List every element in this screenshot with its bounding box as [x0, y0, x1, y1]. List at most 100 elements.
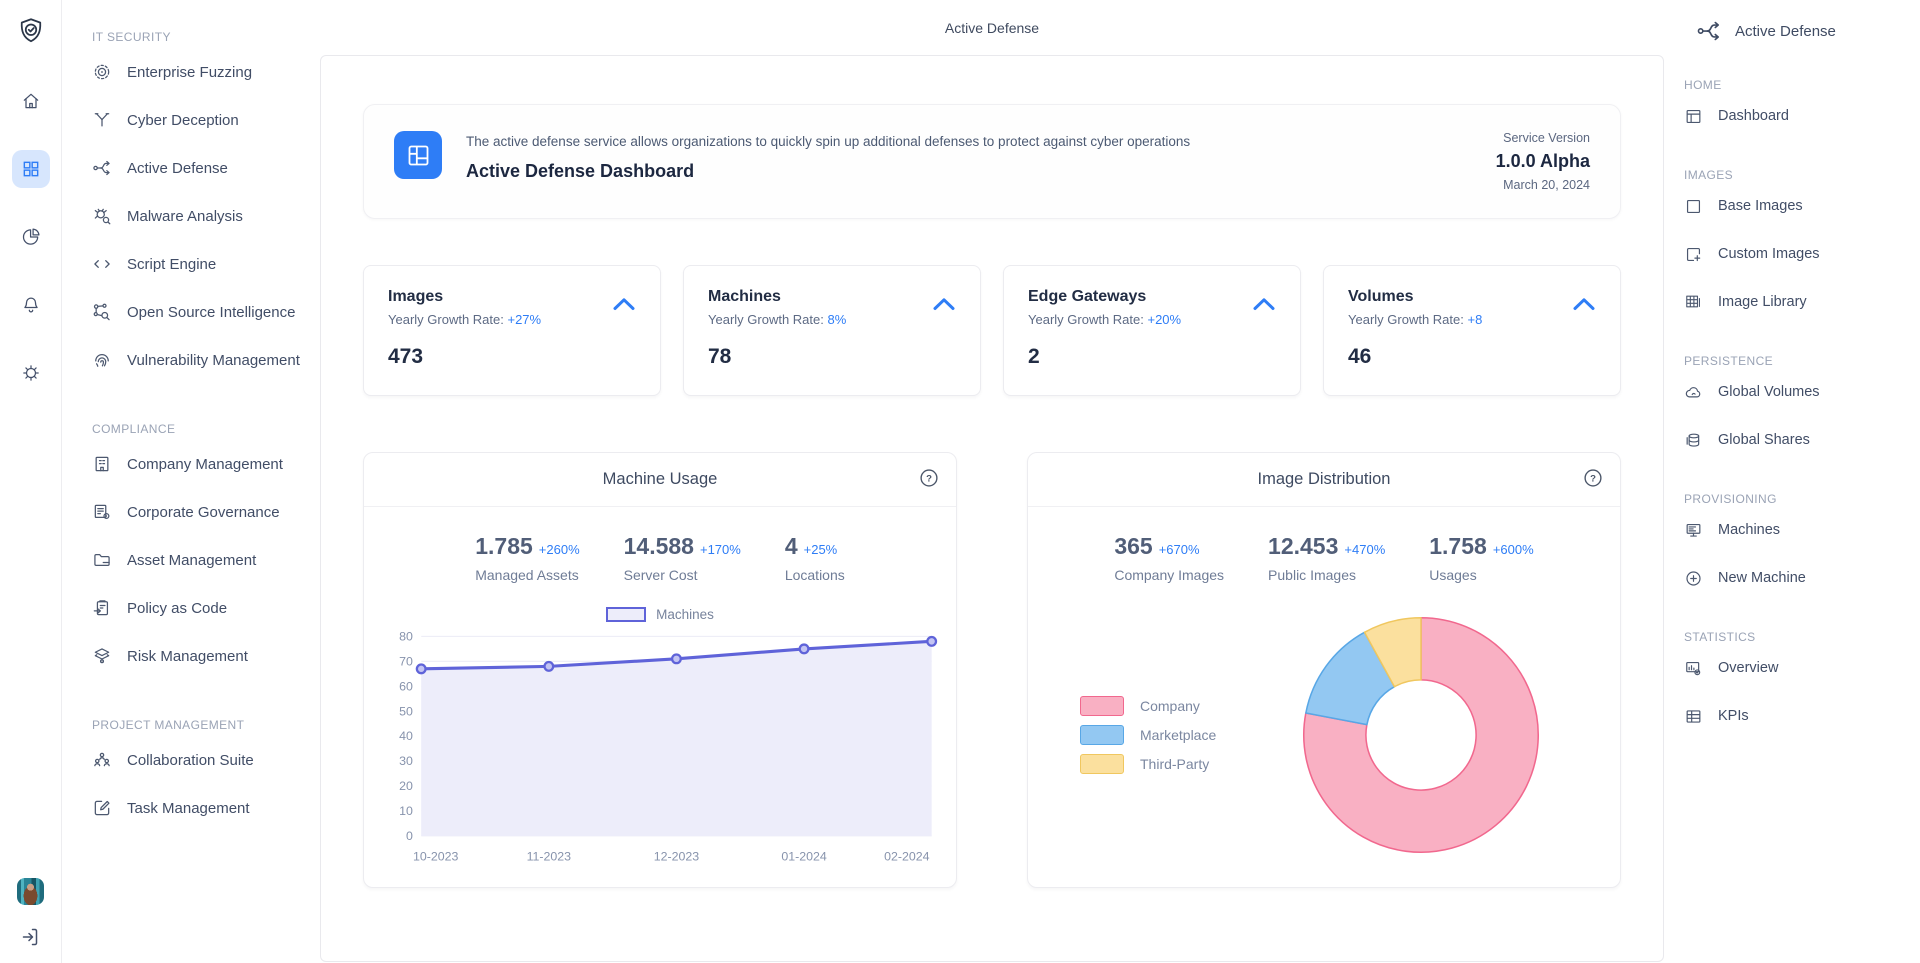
- rightbar-item-dashboard[interactable]: Dashboard: [1684, 92, 1910, 140]
- legend-label: Third-Party: [1140, 756, 1210, 772]
- user-avatar[interactable]: [17, 878, 44, 905]
- svg-text:0: 0: [406, 829, 413, 843]
- rightbar-item-base-images[interactable]: Base Images: [1684, 182, 1910, 230]
- banner-text: The active defense service allows organi…: [466, 131, 1190, 182]
- gear-icon[interactable]: [12, 354, 50, 392]
- pie-chart-icon[interactable]: [12, 218, 50, 256]
- stat-locations: 4 +25% Locations: [785, 533, 845, 583]
- stat-number: 1.758: [1429, 533, 1487, 559]
- legend-label: Company: [1140, 698, 1200, 714]
- legend-item-third-party[interactable]: Third-Party: [1080, 754, 1216, 774]
- rightbar-item-global-shares[interactable]: Global Shares: [1684, 416, 1910, 464]
- rightbar-item-image-library[interactable]: Image Library: [1684, 278, 1910, 326]
- right-sidebar-header[interactable]: Active Defense: [1684, 16, 1910, 46]
- home-icon[interactable]: [12, 82, 50, 120]
- rightbar-item-new-machine[interactable]: New Machine: [1684, 554, 1910, 602]
- charts-row: Machine Usage ? 1.785 +260% Managed Asset…: [363, 452, 1621, 888]
- chevron-up-icon[interactable]: [612, 296, 636, 312]
- rightbar-item-label: Custom Images: [1718, 246, 1820, 262]
- apps-grid-icon[interactable]: [11, 150, 50, 188]
- logo-shield-check-icon: [14, 14, 48, 48]
- stat-number: 365: [1114, 533, 1153, 559]
- stat-usages: 1.758 +600% Usages: [1429, 533, 1533, 583]
- rightbar-item-custom-images[interactable]: Custom Images: [1684, 230, 1910, 278]
- bell-icon[interactable]: [12, 286, 50, 324]
- sidebar-item-collaboration-suite[interactable]: Collaboration Suite: [92, 736, 310, 784]
- sidebar-item-script-engine[interactable]: Script Engine: [92, 240, 310, 288]
- stat-server-cost: 14.588 +170% Server Cost: [624, 533, 741, 583]
- stat-label: Usages: [1429, 567, 1477, 583]
- svg-text:?: ?: [926, 474, 932, 485]
- dashboard-layout-icon: [1686, 109, 1701, 123]
- machine-usage-card: Machine Usage ? 1.785 +260% Managed Asset…: [363, 452, 957, 888]
- chevron-up-icon[interactable]: [932, 296, 956, 312]
- chart-title: Image Distribution: [1257, 470, 1391, 488]
- line-legend[interactable]: Machines: [364, 607, 956, 622]
- stat-title: Edge Gateways: [1028, 288, 1147, 305]
- bug-search-icon: [94, 208, 111, 225]
- chevron-up-icon[interactable]: [1252, 296, 1276, 312]
- sidebar-item-asset-management[interactable]: Asset Management: [92, 536, 310, 584]
- sidebar-item-vulnerability-management[interactable]: Vulnerability Management: [92, 336, 310, 384]
- help-icon[interactable]: ?: [918, 467, 940, 489]
- service-banner: The active defense service allows organi…: [363, 104, 1621, 219]
- grid-table-icon: [1686, 295, 1700, 307]
- sidebar-item-open-source-intelligence[interactable]: Open Source Intelligence: [92, 288, 310, 336]
- stat-value: 46: [1348, 345, 1372, 368]
- legend-item-marketplace[interactable]: Marketplace: [1080, 725, 1216, 745]
- stat-delta: +670%: [1158, 542, 1200, 557]
- stat-title: Volumes: [1348, 288, 1414, 305]
- sidebar-item-active-defense[interactable]: Active Defense: [92, 144, 310, 192]
- page-title: Active Defense: [944, 19, 1040, 36]
- logout-icon[interactable]: [19, 925, 43, 949]
- company-swatch: [1080, 696, 1124, 716]
- rightbar-item-label: Image Library: [1718, 294, 1807, 310]
- report-chart-icon: [1686, 661, 1701, 675]
- machine-usage-chart: 0 10 20 30 40 50 60 70 80 10-2023 11-2023 12-2023 01…: [399, 630, 938, 864]
- stat-growth: Yearly Growth Rate: +8: [1348, 312, 1596, 327]
- section-title-compliance: COMPLIANCE: [92, 422, 176, 436]
- stat-value: 78: [708, 345, 732, 368]
- legend-item-company[interactable]: Company: [1080, 696, 1216, 716]
- sidebar-item-policy-as-code[interactable]: Policy as Code: [92, 584, 310, 632]
- machine-usage-stats: 1.785 +260% Managed Assets 14.588 +170% Se…: [364, 507, 956, 587]
- document-gear-icon: [94, 504, 110, 520]
- rightbar-item-label: Global Volumes: [1718, 384, 1820, 400]
- network-search-icon: [93, 303, 110, 321]
- rightbar-item-machines[interactable]: Machines: [1684, 506, 1910, 554]
- service-version-block: Service Version 1.0.0 Alpha March 20, 20…: [1496, 131, 1590, 192]
- help-icon[interactable]: ?: [1582, 467, 1604, 489]
- third-party-swatch: [1080, 754, 1124, 774]
- sidebar-item-label: Cyber Deception: [127, 111, 239, 129]
- flow-split-icon: [1697, 21, 1720, 41]
- growth-label: Yearly Growth Rate:: [1028, 312, 1144, 327]
- svg-text:02-2024: 02-2024: [884, 850, 930, 864]
- chevron-up-icon[interactable]: [1572, 296, 1596, 312]
- sidebar-item-cyber-deception[interactable]: Cyber Deception: [92, 96, 310, 144]
- machine-usage-header: Machine Usage ?: [364, 453, 956, 507]
- sidebar-item-corporate-governance[interactable]: Corporate Governance: [92, 488, 310, 536]
- rightbar-item-kpis[interactable]: KPIs: [1684, 692, 1910, 740]
- growth-label: Yearly Growth Rate:: [708, 312, 824, 327]
- stat-growth: Yearly Growth Rate: 8%: [708, 312, 956, 327]
- svg-text:60: 60: [399, 679, 413, 693]
- svg-text:80: 80: [399, 630, 413, 644]
- svg-text:30: 30: [399, 754, 413, 768]
- stat-number: 4: [784, 533, 798, 559]
- rightbar-item-overview[interactable]: Overview: [1684, 644, 1910, 692]
- rightbar-item-label: Machines: [1718, 522, 1781, 538]
- sidebar-item-malware-analysis[interactable]: Malware Analysis: [92, 192, 310, 240]
- rightbar-item-label: Global Shares: [1718, 432, 1810, 448]
- banner-title: Active Defense Dashboard: [466, 161, 695, 181]
- sidebar-item-task-management[interactable]: Task Management: [92, 784, 310, 832]
- sidebar-item-label: Task Management: [127, 799, 250, 817]
- flow-split-icon: [93, 160, 110, 176]
- sidebar-item-enterprise-fuzzing[interactable]: Enterprise Fuzzing: [92, 48, 310, 96]
- section-title-project-management: PROJECT MANAGEMENT: [92, 718, 245, 732]
- sidebar-item-label: Active Defense: [127, 159, 228, 177]
- sidebar-item-company-management[interactable]: Company Management: [92, 440, 310, 488]
- stat-public-images: 12.453 +470% Public Images: [1268, 533, 1385, 583]
- sidebar-item-label: Enterprise Fuzzing: [127, 63, 253, 81]
- rightbar-item-global-volumes[interactable]: Global Volumes: [1684, 368, 1910, 416]
- sidebar-item-risk-management[interactable]: Risk Management: [92, 632, 310, 680]
